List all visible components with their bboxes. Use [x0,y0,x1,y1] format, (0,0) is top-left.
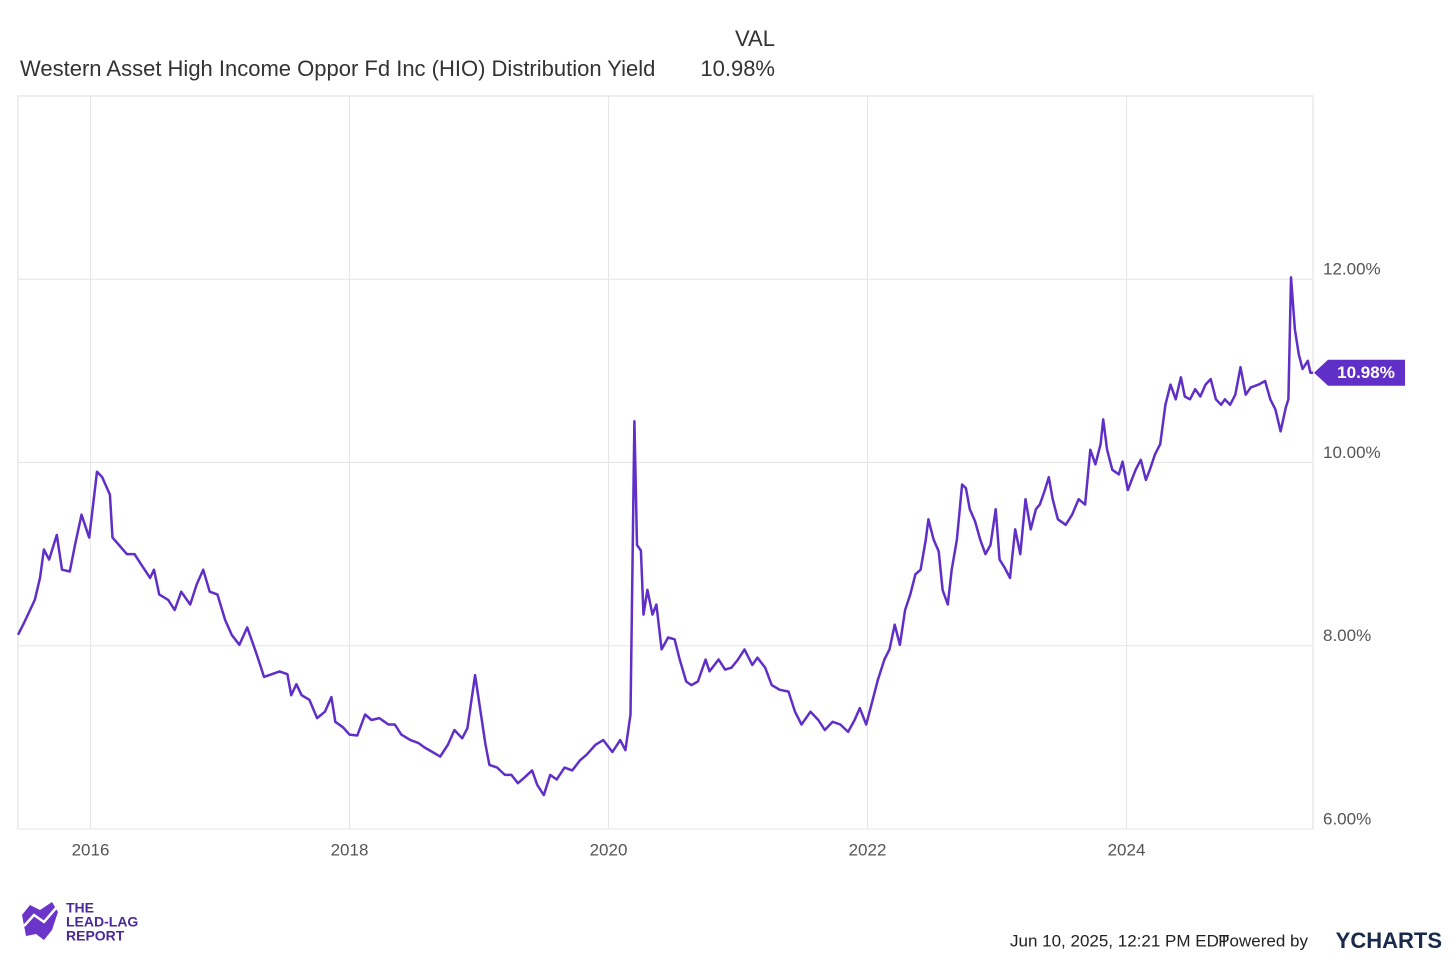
logo-text: THE [66,900,94,916]
brand-logo: YCHARTS [1336,928,1442,953]
legend-header: VAL [735,26,775,51]
timestamp: Jun 10, 2025, 12:21 PM EDT [1010,931,1229,950]
value-flag [1314,359,1405,386]
powered-by: Powered by [1218,931,1308,950]
chart-title: Western Asset High Income Oppor Fd Inc (… [20,56,655,81]
logo-text: LEAD-LAG [66,914,138,930]
x-tick-label: 2022 [849,840,887,859]
value-flag-label: 10.98% [1337,363,1395,382]
x-tick-label: 2016 [72,840,110,859]
x-tick-label: 2020 [590,840,628,859]
y-tick-label: 6.00% [1323,809,1371,828]
line [16,276,1313,797]
y-tick-label: 12.00% [1323,260,1381,279]
y-tick-label: 8.00% [1323,626,1371,645]
logo-text: REPORT [66,928,125,944]
current-value: 10.98% [700,56,775,81]
x-tick-label: 2024 [1108,840,1146,859]
y-tick-label: 10.00% [1323,443,1381,462]
logo-icon [22,902,58,940]
x-tick-label: 2018 [331,840,369,859]
